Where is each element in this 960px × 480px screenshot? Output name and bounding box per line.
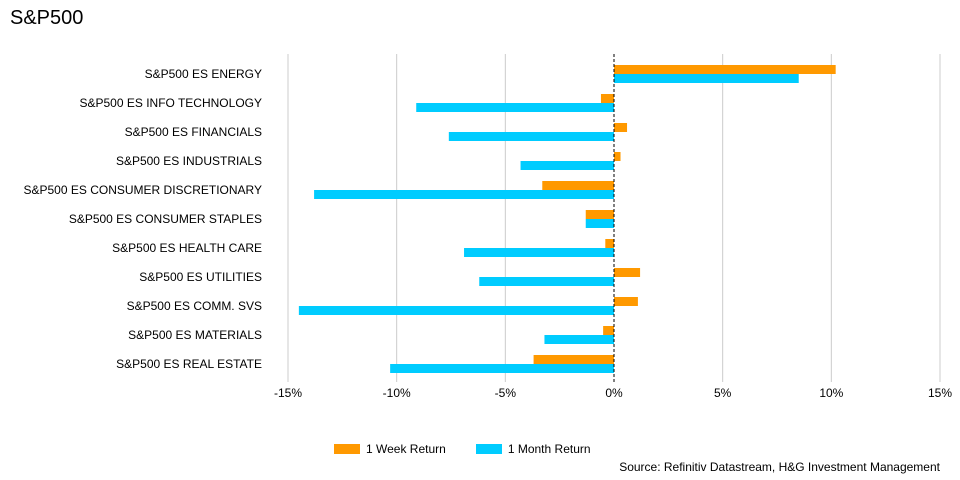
x-tick-label: 10% bbox=[819, 386, 843, 400]
bar-1-month bbox=[585, 219, 614, 228]
category-label: S&P500 ES COMM. SVS bbox=[127, 299, 262, 313]
bar-1-month bbox=[448, 132, 614, 141]
bar-1-month bbox=[614, 74, 799, 83]
bar-1-month bbox=[544, 335, 614, 344]
bar-1-week bbox=[603, 326, 614, 335]
bar-1-week bbox=[605, 239, 614, 248]
category-label: S&P500 ES HEALTH CARE bbox=[112, 241, 262, 255]
chart-title: S&P500 bbox=[10, 7, 84, 29]
legend-swatch-1-week bbox=[334, 444, 360, 454]
gridlines bbox=[287, 54, 941, 382]
category-label: S&P500 ES INDUSTRIALS bbox=[116, 154, 262, 168]
bar-1-week bbox=[585, 210, 614, 219]
bar-1-week bbox=[542, 181, 614, 190]
category-label: S&P500 ES CONSUMER STAPLES bbox=[69, 212, 262, 226]
x-tick-label: -10% bbox=[383, 386, 411, 400]
legend-item-1-month: 1 Month Return bbox=[475, 442, 591, 456]
legend-swatch-1-month bbox=[475, 444, 502, 454]
legend-item-1-week: 1 Week Return bbox=[334, 442, 446, 456]
bar-1-week bbox=[614, 268, 641, 277]
bar-1-month bbox=[464, 248, 614, 257]
x-tick-label: 0% bbox=[605, 386, 623, 400]
category-label: S&P500 ES FINANCIALS bbox=[125, 125, 262, 139]
bar-1-week bbox=[533, 355, 614, 364]
category-label: S&P500 ES UTILITIES bbox=[139, 270, 262, 284]
bar-1-week bbox=[600, 94, 614, 103]
category-label: S&P500 ES CONSUMER DISCRETIONARY bbox=[23, 183, 262, 197]
x-tick-labels: -15% -10% -5% 0% 5% 10% 15% bbox=[274, 386, 952, 400]
bar-1-week bbox=[614, 152, 621, 161]
bar-1-week bbox=[614, 65, 836, 74]
legend-label-1-month: 1 Month Return bbox=[507, 442, 591, 456]
bar-1-month bbox=[416, 103, 614, 112]
x-tick-label: -15% bbox=[274, 386, 302, 400]
category-label: S&P500 ES REAL ESTATE bbox=[116, 357, 262, 371]
bar-1-month bbox=[479, 277, 614, 286]
bar-1-week bbox=[614, 123, 628, 132]
x-tick-label: 5% bbox=[714, 386, 732, 400]
x-tick-label: -5% bbox=[495, 386, 517, 400]
category-labels: S&P500 ES ENERGY S&P500 ES INFO TECHNOLOG… bbox=[23, 67, 262, 371]
bars bbox=[298, 65, 836, 373]
category-label: S&P500 ES INFO TECHNOLOGY bbox=[79, 96, 262, 110]
category-label: S&P500 ES MATERIALS bbox=[128, 328, 262, 342]
legend-label-1-week: 1 Week Return bbox=[366, 442, 446, 456]
legend: 1 Week Return 1 Month Return bbox=[334, 442, 621, 456]
bar-1-month bbox=[298, 306, 614, 315]
bar-1-week bbox=[614, 297, 638, 306]
bar-1-month bbox=[390, 364, 614, 373]
bar-1-month bbox=[314, 190, 614, 199]
source-note: Source: Refinitiv Datastream, H&G Invest… bbox=[619, 460, 940, 474]
bar-1-month bbox=[520, 161, 614, 170]
category-label: S&P500 ES ENERGY bbox=[145, 67, 262, 81]
x-tick-label: 15% bbox=[928, 386, 952, 400]
